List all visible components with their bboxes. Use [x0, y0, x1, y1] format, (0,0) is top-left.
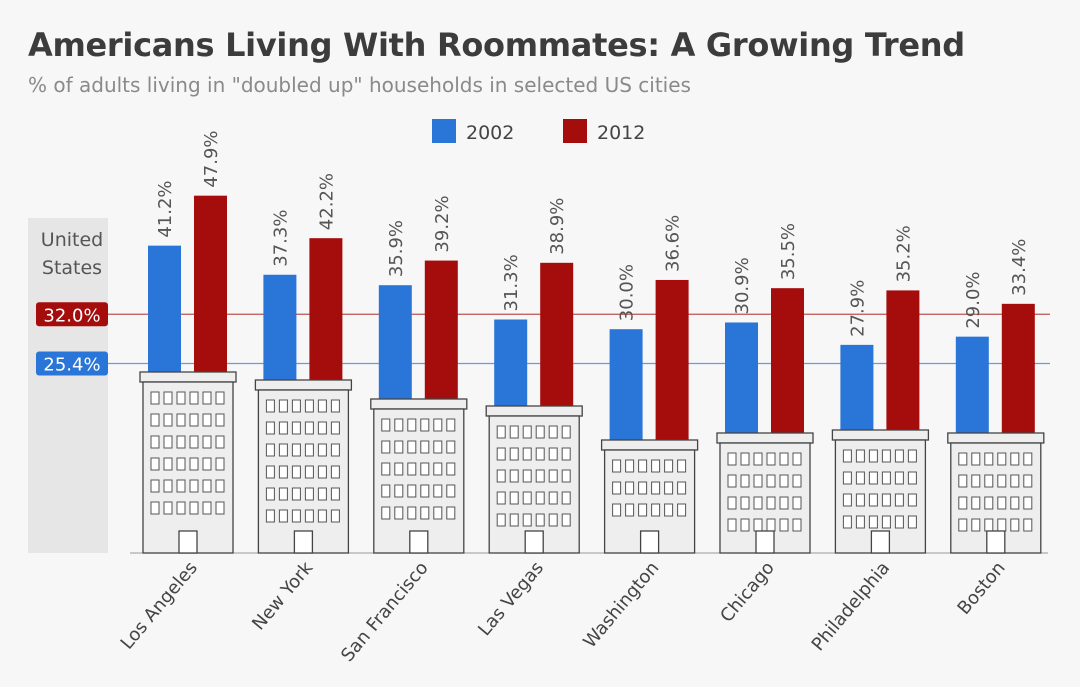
- reference-badge-2012: [36, 302, 108, 327]
- category-label: Los Angeles: [117, 558, 202, 654]
- building-illustration: [370, 398, 468, 554]
- data-label-2002: 27.9%: [847, 280, 868, 337]
- legend-swatch-2012: [563, 119, 587, 143]
- data-label-2002: 30.0%: [617, 264, 638, 321]
- data-label-2012: 47.9%: [201, 130, 222, 187]
- us-reference-label: United States: [41, 229, 103, 279]
- data-label-2012: 35.2%: [893, 225, 914, 282]
- category-label: San Francisco: [337, 558, 433, 666]
- category-label: Washington: [579, 558, 663, 653]
- chart-title: Americans Living With Roommates: A Growi…: [28, 26, 965, 64]
- building-illustration: [947, 432, 1045, 554]
- data-label-2002: 30.9%: [732, 257, 753, 314]
- category-label: Las Vegas: [474, 558, 548, 640]
- building-illustration: [600, 439, 699, 554]
- data-label-2002: 37.3%: [270, 210, 291, 267]
- reference-value-2012: 32.0%: [43, 305, 100, 326]
- data-label-2002: 31.3%: [501, 254, 522, 311]
- legend-swatch-2002: [432, 119, 456, 143]
- category-label: Chicago: [716, 558, 779, 627]
- category-label: Boston: [954, 558, 1010, 619]
- data-label-2012: 36.6%: [663, 215, 684, 272]
- building-illustration: [831, 429, 930, 554]
- data-label-2012: 35.5%: [778, 223, 799, 280]
- building-illustration: [139, 371, 237, 554]
- data-label-2012: 38.9%: [547, 198, 568, 255]
- data-label-2012: 33.4%: [1009, 239, 1030, 296]
- legend-label-2012: 2012: [597, 122, 645, 144]
- category-label: New York: [248, 557, 317, 634]
- data-label-2002: 35.9%: [386, 220, 407, 277]
- reference-badge-2002: [36, 351, 108, 376]
- data-label-2002: 29.0%: [963, 271, 984, 328]
- legend-label-2002: 2002: [466, 122, 514, 144]
- building-illustration: [485, 405, 583, 554]
- category-label: Philadelphia: [808, 558, 895, 656]
- chart-subtitle: % of adults living in "doubled up" house…: [28, 73, 691, 97]
- building-illustration: [716, 432, 814, 554]
- reference-value-2002: 25.4%: [43, 355, 100, 376]
- building-illustration: [254, 379, 353, 554]
- data-label-2002: 41.2%: [155, 180, 176, 237]
- data-label-2012: 39.2%: [432, 195, 453, 252]
- us-reference-panel: [28, 218, 108, 553]
- data-label-2012: 42.2%: [316, 173, 337, 230]
